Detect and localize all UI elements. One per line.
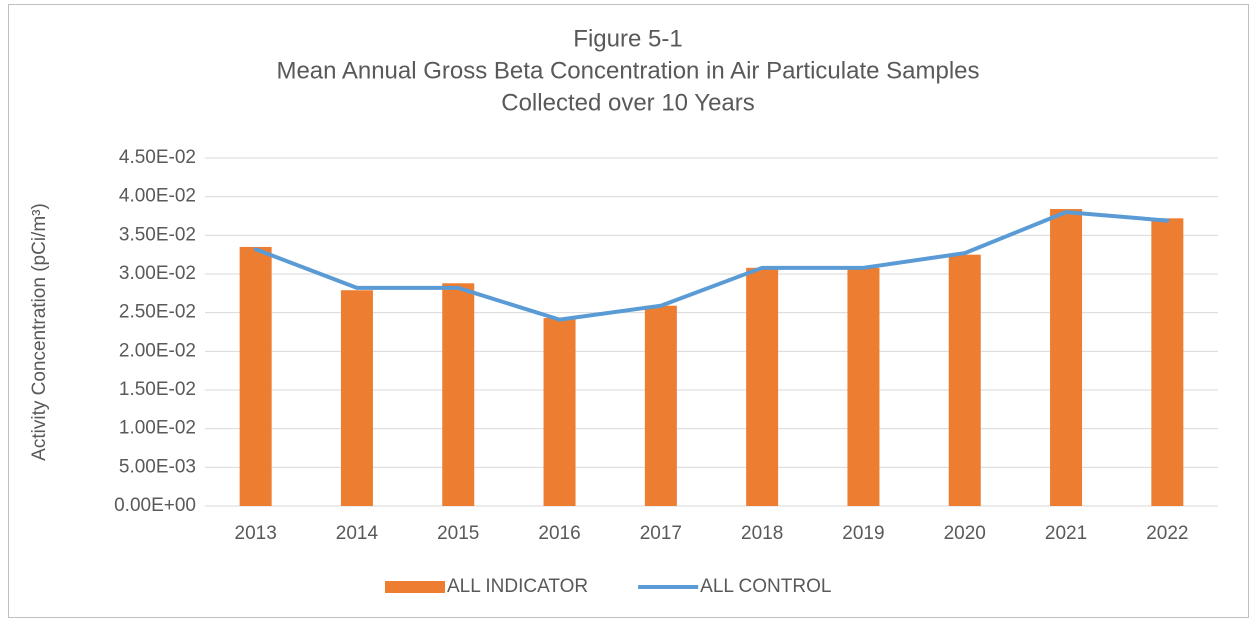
y-tick-label: 3.50E-02	[119, 224, 196, 245]
bar	[239, 246, 272, 506]
y-axis-label: Activity Concentration (pCi/m³)	[29, 203, 50, 461]
y-tick-label: 4.50E-02	[119, 147, 196, 168]
x-tick-label: 2016	[538, 523, 580, 544]
chart-title: Mean Annual Gross Beta Concentration in …	[276, 57, 979, 84]
x-tick-label: 2014	[336, 523, 379, 544]
bar	[543, 318, 576, 506]
y-tick-label: 1.00E-02	[119, 418, 196, 439]
bar	[442, 283, 475, 506]
legend-swatch	[385, 581, 445, 593]
line	[253, 210, 1170, 322]
bar	[847, 267, 880, 506]
legend-label: ALL INDICATOR	[447, 576, 588, 597]
chart-title: Figure 5-1	[573, 25, 682, 52]
y-tick-label: 2.50E-02	[119, 302, 196, 323]
bar	[644, 305, 677, 506]
chart-title: Collected over 10 Years	[501, 89, 755, 116]
x-tick-label: 2021	[1045, 523, 1087, 544]
y-tick-label: 1.50E-02	[119, 379, 196, 400]
legend-label: ALL CONTROL	[700, 576, 831, 597]
bar	[1050, 209, 1083, 507]
y-tick-label: 2.00E-02	[119, 340, 196, 361]
x-tick-label: 2017	[640, 523, 682, 544]
y-tick-label: 0.00E+00	[114, 495, 196, 516]
bar	[746, 267, 779, 506]
x-tick-label: 2019	[842, 523, 884, 544]
x-tick-label: 2022	[1146, 523, 1188, 544]
x-tick-label: 2020	[944, 523, 986, 544]
x-tick-label: 2018	[741, 523, 783, 544]
bar	[948, 254, 981, 506]
bar	[340, 290, 373, 506]
x-tick-label: 2013	[235, 523, 277, 544]
bar	[1151, 218, 1184, 506]
y-tick-label: 3.00E-02	[119, 263, 196, 284]
x-tick-label: 2015	[437, 523, 479, 544]
y-tick-label: 4.00E-02	[119, 186, 196, 207]
y-tick-label: 5.00E-03	[119, 456, 196, 477]
